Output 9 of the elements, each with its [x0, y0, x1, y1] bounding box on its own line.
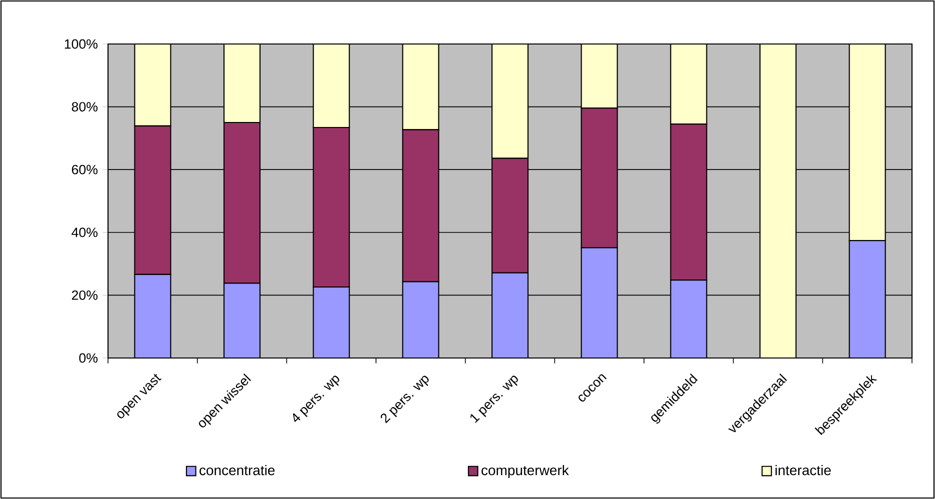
y-tick-label: 80%	[72, 102, 98, 112]
y-tick-label: 40%	[72, 228, 98, 238]
legend-label: computerwerk	[482, 464, 569, 478]
y-tick-label: 100%	[64, 39, 98, 49]
y-tick-label: 20%	[72, 290, 98, 300]
y-tick-label: 0%	[79, 353, 98, 363]
legend-label: interactie	[776, 464, 831, 476]
y-tick-label: 60%	[72, 164, 98, 174]
legend-label: concentratie	[200, 464, 275, 476]
